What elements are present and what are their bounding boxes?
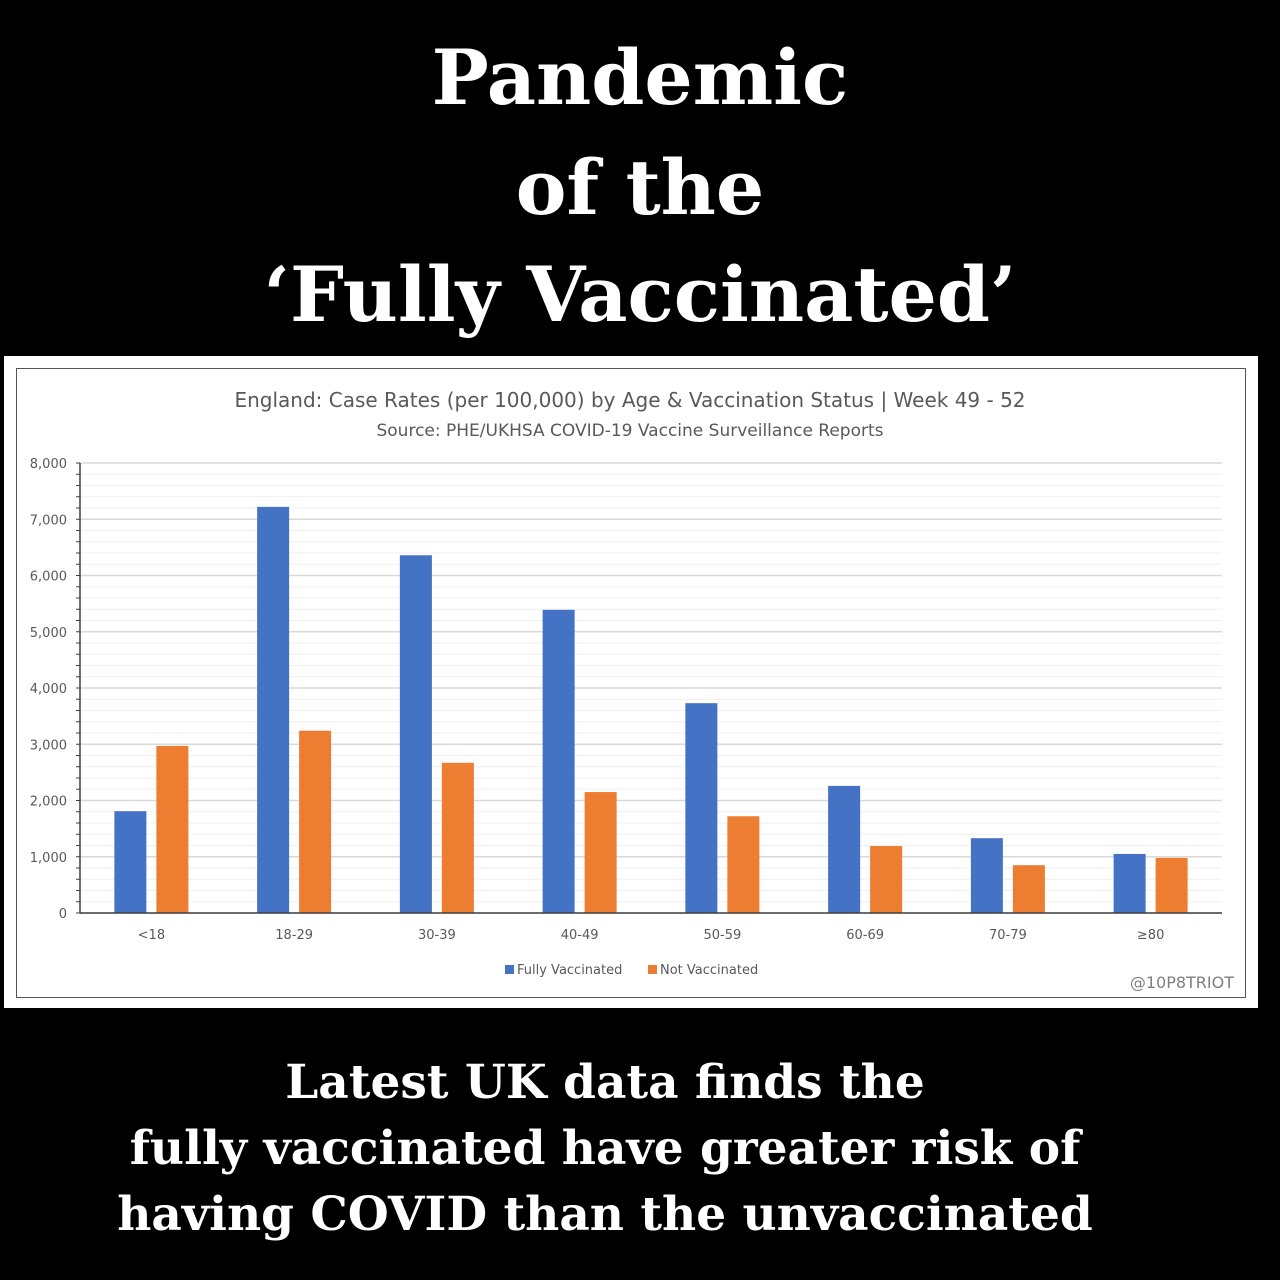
y-tick-label: 3,000 [30,738,67,753]
bar-fully-vaccinated [828,785,861,913]
legend-swatch [505,965,514,974]
bar-not-vaccinated [441,762,474,913]
y-tick-label: 5,000 [30,626,67,641]
caption-line-1: Latest UK data finds the [285,1055,925,1110]
chart-title: England: Case Rates (per 100,000) by Age… [234,388,1025,412]
y-tick-label: 8,000 [30,457,67,472]
x-tick-label: <18 [138,928,165,943]
bar-not-vaccinated [1155,857,1188,913]
caption-line-2: fully vaccinated have greater risk of [129,1121,1081,1176]
x-tick-label: 40-49 [561,928,599,943]
x-tick-label: 70-79 [989,928,1027,943]
bar-not-vaccinated [727,816,760,913]
legend-label: Not Vaccinated [660,963,758,978]
x-tick-label: 50-59 [703,928,741,943]
legend-label: Fully Vaccinated [517,963,622,978]
headline-line-1: Pandemic [431,33,849,122]
watermark: @10P8TRIOT [1130,973,1234,992]
y-tick-label: 7,000 [30,513,67,528]
headline-line-3: ‘Fully Vaccinated’ [263,250,1017,339]
y-tick-label: 4,000 [30,682,67,697]
x-tick-label: 18-29 [275,928,313,943]
y-tick-label: 1,000 [30,851,67,866]
caption-line-3: having COVID than the unvaccinated [117,1187,1093,1242]
bar-fully-vaccinated [542,609,575,913]
y-tick-label: 0 [59,907,67,922]
bar-not-vaccinated [1012,865,1045,913]
x-tick-label: 60-69 [846,928,884,943]
bar-not-vaccinated [299,730,332,913]
bar-not-vaccinated [156,745,189,913]
bar-fully-vaccinated [685,703,718,913]
bar-not-vaccinated [870,846,903,913]
bar-not-vaccinated [584,792,617,913]
bar-fully-vaccinated [399,555,432,913]
bar-fully-vaccinated [970,838,1003,913]
chart-subtitle: Source: PHE/UKHSA COVID-19 Vaccine Surve… [376,421,883,441]
x-tick-label: ≥80 [1137,928,1164,943]
bar-fully-vaccinated [257,506,290,913]
headline-line-2: of the [515,143,765,232]
bar-fully-vaccinated [1113,853,1146,913]
y-tick-label: 2,000 [30,795,67,810]
y-tick-label: 6,000 [30,570,67,585]
legend-swatch [648,965,657,974]
x-tick-label: 30-39 [418,928,456,943]
bar-fully-vaccinated [114,811,147,913]
